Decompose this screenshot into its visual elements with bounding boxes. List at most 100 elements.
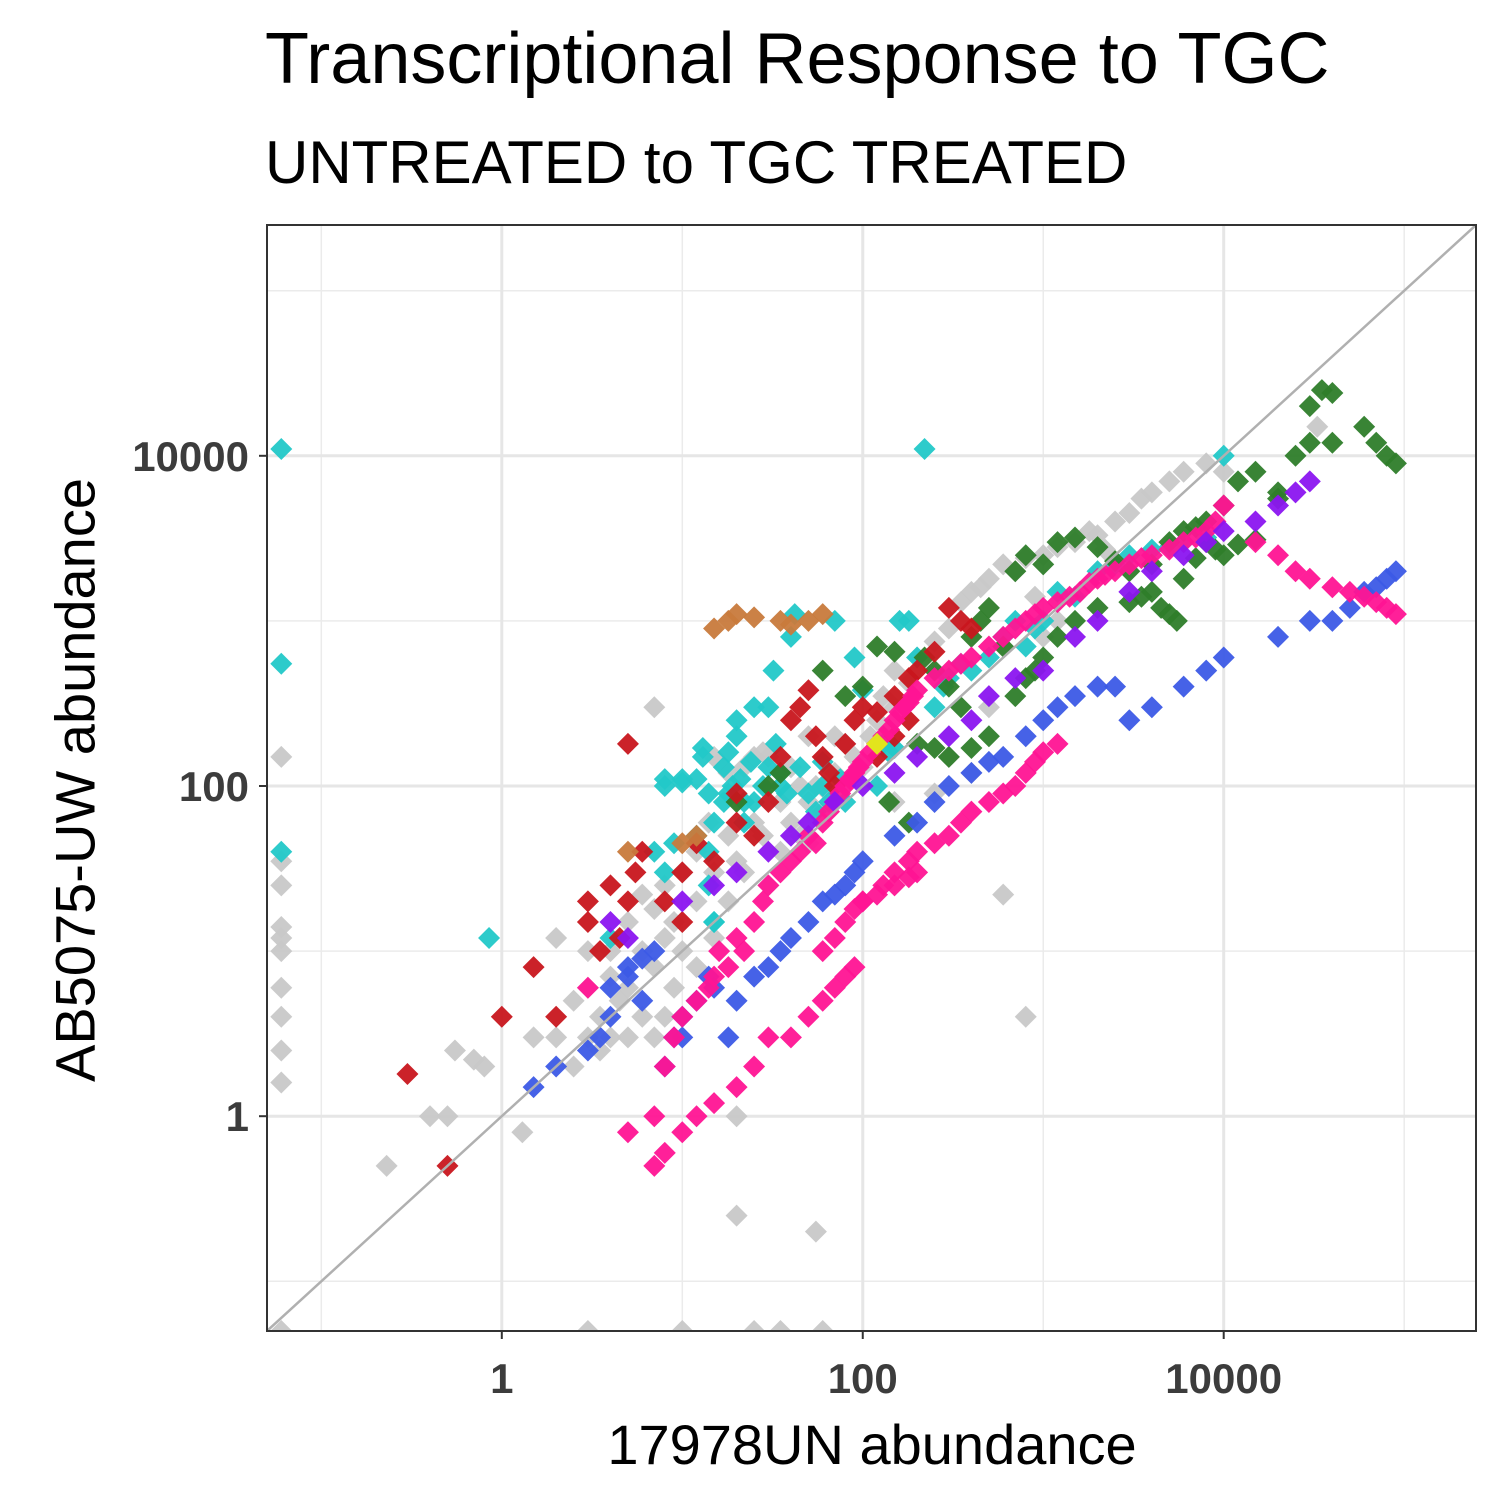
data-point <box>576 1039 599 1062</box>
data-point <box>960 617 983 640</box>
data-point <box>1244 531 1267 554</box>
data-point <box>1384 452 1407 475</box>
data-point <box>1298 395 1321 418</box>
data-point <box>1118 580 1141 603</box>
data-point <box>960 709 983 732</box>
data-point <box>599 911 622 934</box>
data-point <box>992 883 1015 906</box>
data-point <box>671 911 694 934</box>
data-point <box>1212 460 1235 483</box>
data-point <box>1014 1005 1037 1028</box>
data-point <box>757 774 780 797</box>
data-point <box>906 745 929 768</box>
data-point <box>576 940 599 963</box>
data-point <box>977 567 1000 590</box>
data-point <box>717 956 740 979</box>
data-point <box>1321 576 1344 599</box>
data-point <box>270 927 293 950</box>
data-point <box>834 911 857 934</box>
data-point <box>1267 625 1290 648</box>
data-point <box>923 790 946 813</box>
data-point <box>270 840 293 863</box>
data-point <box>977 685 1000 708</box>
data-point <box>643 840 666 863</box>
data-point <box>545 1005 568 1028</box>
data-point <box>490 1005 513 1028</box>
data-point <box>1004 685 1027 708</box>
data-point <box>743 1055 766 1078</box>
data-point <box>1226 533 1249 556</box>
data-point <box>1032 659 1055 682</box>
y-tick-label: 100 <box>179 763 249 810</box>
data-point <box>653 890 676 913</box>
data-point <box>960 761 983 784</box>
data-point <box>1338 596 1361 619</box>
data-point <box>1244 510 1267 533</box>
y-tick-label: 10000 <box>132 433 249 480</box>
identity-line <box>267 225 1476 1331</box>
data-point <box>769 940 792 963</box>
data-point <box>685 1105 708 1128</box>
data-point <box>270 1320 293 1331</box>
data-point <box>616 1026 639 1049</box>
data-point <box>811 659 834 682</box>
data-point <box>653 1055 676 1078</box>
data-point <box>1298 470 1321 493</box>
data-point <box>522 956 545 979</box>
data-point <box>616 976 639 999</box>
data-point <box>703 811 726 834</box>
data-point <box>1140 580 1163 603</box>
data-point <box>1298 431 1321 454</box>
data-point <box>797 911 820 934</box>
data-point <box>789 756 812 779</box>
data-point <box>562 989 585 1012</box>
data-point <box>375 1154 398 1177</box>
data-point <box>923 640 946 663</box>
data-point <box>1365 431 1388 454</box>
data-point <box>937 824 960 847</box>
data-point <box>851 850 874 873</box>
data-point <box>703 1092 726 1115</box>
data-point <box>270 437 293 460</box>
data-point <box>616 956 639 979</box>
data-point <box>804 832 827 855</box>
data-point <box>717 1026 740 1049</box>
data-point <box>743 911 766 934</box>
data-point <box>878 790 901 813</box>
data-point <box>653 874 676 897</box>
data-point <box>653 861 676 884</box>
data-point <box>797 679 820 702</box>
data-point <box>1321 609 1344 632</box>
y-tick-label: 1 <box>226 1093 249 1140</box>
data-point <box>616 927 639 950</box>
data-point <box>866 701 889 724</box>
data-point <box>1212 494 1235 517</box>
data-point <box>1158 470 1181 493</box>
data-point <box>866 883 889 906</box>
data-point <box>906 659 929 682</box>
data-point <box>588 1039 611 1062</box>
data-point <box>1212 544 1235 567</box>
data-point <box>757 840 780 863</box>
data-point <box>937 596 960 619</box>
data-point <box>588 940 611 963</box>
data-point <box>757 874 780 897</box>
data-point <box>697 782 720 805</box>
data-point <box>823 927 846 950</box>
data-point <box>671 890 694 913</box>
data-point <box>977 635 1000 658</box>
data-point <box>725 603 748 626</box>
data-point <box>708 940 731 963</box>
data-point <box>883 874 906 897</box>
data-point <box>616 890 639 913</box>
data-point <box>270 1071 293 1094</box>
data-point <box>599 874 622 897</box>
data-point <box>1267 494 1290 517</box>
data-point <box>685 824 708 847</box>
data-point <box>977 696 1000 719</box>
data-point <box>671 1121 694 1144</box>
data-point <box>1032 741 1055 764</box>
data-point <box>757 790 780 813</box>
data-point <box>717 890 740 913</box>
data-point <box>743 824 766 847</box>
